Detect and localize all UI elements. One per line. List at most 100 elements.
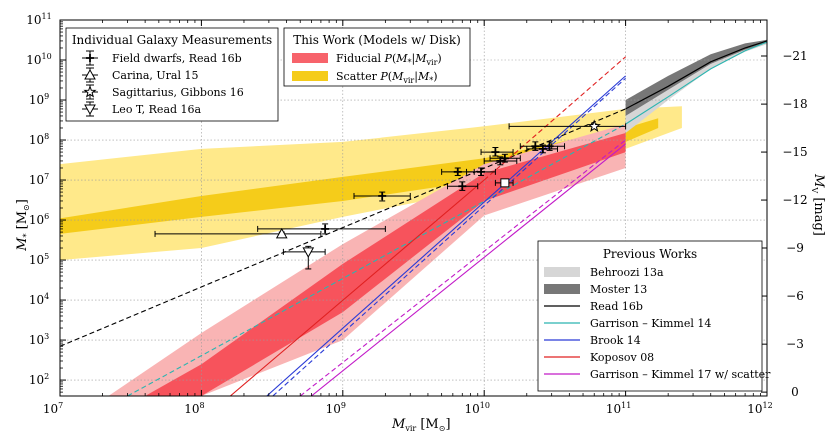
data-point-field-dwarfs-read-16b-7 [489, 153, 521, 163]
legend-label: Garrison – Kimmel 17 w/ scatter [590, 368, 771, 381]
triangle-down-marker [84, 104, 96, 116]
y2-tick-label: 0 [791, 385, 799, 399]
legend-entry-brook-14: Brook 14 [544, 334, 641, 347]
triangle-down-marker [302, 247, 315, 258]
legend-previous-works: Previous Works Behroozi 13a Moster 13 Read … [537, 240, 771, 392]
plus-marker [86, 54, 94, 62]
series-line-brook-14-extrapolated [272, 77, 626, 396]
band-scatter-p-m-vir-m-inner-1 [60, 118, 659, 234]
y-tick-label: 106 [29, 212, 49, 227]
y2-tick-label: −21 [782, 49, 807, 63]
series-line-brook-14 [266, 75, 626, 396]
legend-label: Scatter P(Mvir|M*) [336, 70, 438, 85]
data-point-leo-t-read-16a-14 [282, 245, 326, 270]
axes-layer: 107 108 109 1010 1011 1012 102 103 104 105 106 107 1… [15, 12, 826, 433]
legend-entry-koposov-08: Koposov 08 [544, 351, 654, 364]
plus-marker [378, 191, 387, 200]
legend-label: Field dwarfs, Read 16b [112, 52, 242, 65]
data-point-field-dwarfs-read-16b-1 [353, 191, 411, 202]
series-line-garrison-kimmel-17-w-scatter [311, 143, 626, 396]
legends-layer: Individual Galaxy Measurements Field dwar… [65, 27, 771, 392]
series-line-read-16b-extrapolated [60, 108, 626, 347]
data-point-field-dwarfs-read-16b-11 [494, 178, 514, 188]
x-tick-label: 107 [43, 401, 63, 416]
legend-label: Fiducial P(M*|Mvir) [336, 52, 442, 67]
plus-marker [545, 142, 554, 151]
y-tick-label: 103 [29, 332, 49, 347]
data-point-field-dwarfs-read-16b-10 [534, 141, 566, 151]
y2-tick-label: −15 [782, 145, 807, 159]
plus-marker [321, 224, 330, 233]
legend-label: Moster 13 [590, 283, 647, 296]
legend-this-work: This Work (Models w/ Disk) Fiducial P(M*|… [283, 27, 471, 87]
y-tick-label: 1011 [26, 12, 51, 27]
star-marker [83, 84, 97, 98]
y2-tick-label: −3 [786, 337, 804, 351]
y2-axis-title: MV [mag] [810, 173, 826, 236]
legend-box [65, 27, 279, 122]
legend-title: Previous Works [603, 247, 697, 261]
square-marker [500, 178, 510, 188]
legend-entry-fiducial-p-m-m-vir: Fiducial P(M*|Mvir) [292, 52, 442, 67]
legend-swatch [292, 53, 328, 63]
y-tick-label: 105 [29, 252, 49, 267]
triangle-up-marker [84, 68, 96, 80]
y2-tick-label: −6 [786, 289, 804, 303]
series-line-koposov-08 [229, 179, 485, 396]
plus-marker [458, 182, 467, 191]
points-layer [154, 119, 627, 270]
plus-marker [453, 167, 462, 176]
legend-label: Sagittarius, Gibbons 16 [112, 86, 244, 99]
series-line-garrison-kimmel-14-extrapolated [127, 123, 626, 396]
plus-marker [500, 154, 509, 163]
data-point-sagittarius-gibbons-16-13 [508, 119, 627, 133]
legend-entry-read-16b: Read 16b [544, 300, 643, 313]
plus-marker [491, 148, 500, 157]
legend-label: Koposov 08 [590, 351, 654, 364]
legend-entry-field-dwarfs-read-16b: Field dwarfs, Read 16b [82, 50, 242, 66]
y-tick-label: 109 [29, 92, 49, 107]
y-axis-title: M* [M⊙] [15, 199, 31, 252]
y-tick-label: 107 [29, 172, 49, 187]
legend-label: Read 16b [590, 300, 643, 313]
legend-title: Individual Galaxy Measurements [72, 33, 272, 47]
legend-entry-scatter-p-m-vir-m: Scatter P(Mvir|M*) [292, 70, 438, 85]
y-tick-label: 104 [29, 292, 49, 307]
y-tick-label: 102 [29, 372, 49, 387]
series-line-garrison-kimmel-14 [625, 41, 767, 125]
data-point-carina-ural-15-12 [154, 227, 322, 239]
series-line-garrison-kimmel-17-w-scatter-extrapolated [299, 139, 626, 396]
legend-box [537, 240, 763, 392]
legend-swatch [544, 267, 580, 277]
legend-label: Garrison – Kimmel 14 [590, 317, 711, 330]
y-tick-label: 1010 [26, 52, 51, 67]
x-tick-label: 108 [184, 401, 204, 416]
y-tick-label: 108 [29, 132, 49, 147]
data-point-field-dwarfs-read-16b-4 [466, 167, 496, 176]
legend-title: This Work (Models w/ Disk) [293, 33, 461, 47]
legend-swatch [544, 284, 580, 294]
series-line-read-16b [625, 40, 767, 110]
x-tick-label: 1012 [747, 401, 772, 416]
legend-entry-behroozi-13a: Behroozi 13a [544, 266, 664, 279]
plus-marker [477, 167, 486, 176]
data-point-field-dwarfs-read-16b-3 [446, 181, 479, 191]
star-marker [587, 119, 601, 133]
x-tick-label: 109 [326, 401, 346, 416]
data-point-field-dwarfs-read-16b-0 [257, 223, 386, 235]
legend-label: Carina, Ural 15 [112, 69, 199, 82]
line-layer [60, 40, 767, 396]
triangle-up-marker [275, 227, 288, 239]
legend-entry-sagittarius-gibbons-16: Sagittarius, Gibbons 16 [82, 84, 244, 100]
y2-tick-label: −18 [782, 97, 807, 111]
legend-entry-garrison-kimmel-14: Garrison – Kimmel 14 [544, 317, 711, 330]
y2-tick-label: −9 [786, 241, 804, 255]
legend-swatch [292, 71, 328, 81]
legend-entry-garrison-kimmel-17-w-scatter: Garrison – Kimmel 17 w/ scatter [544, 368, 771, 381]
series-line-koposov-08-extrapolated [483, 56, 626, 181]
legend-label: Leo T, Read 16a [112, 103, 202, 116]
legend-entry-moster-13: Moster 13 [544, 283, 647, 296]
legend-entry-leo-t-read-16a: Leo T, Read 16a [82, 101, 202, 117]
x-tick-label: 1010 [464, 401, 489, 416]
